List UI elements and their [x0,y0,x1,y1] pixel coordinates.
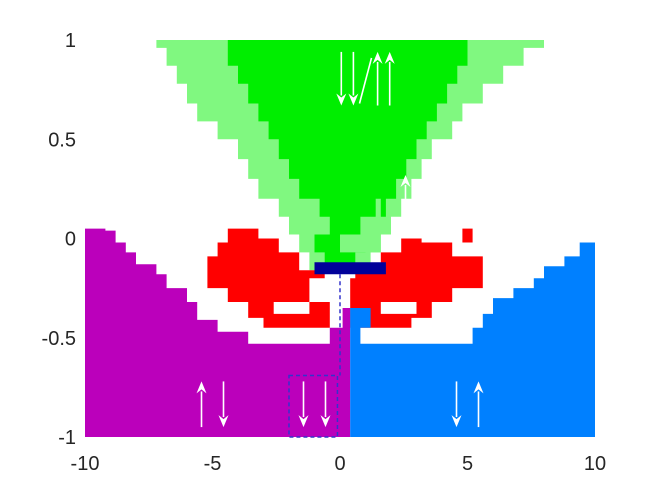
blue-region [350,242,595,437]
arrows-dashed-box [298,381,331,428]
arrow-down-icon [451,381,462,428]
white-hole-left [273,302,310,314]
arrow-up-icon [422,174,433,225]
white-hole-right [380,302,417,314]
arrow-up-icon [384,51,395,106]
arrow-up-icon [196,381,207,428]
arrows-green-top [336,51,395,106]
arrows-light-green [400,174,433,225]
arrows-layer [196,51,484,428]
arrows-blue [451,381,484,428]
light-green-notch [340,198,381,253]
arrow-down-icon [320,381,331,428]
regions-layer [85,40,595,437]
arrow-up-icon [400,174,411,225]
arrow-up-icon [372,51,383,106]
x-tick-label: -10 [71,453,100,475]
y-tick-label: -0.5 [42,328,76,350]
y-tick-label: 0 [65,229,76,251]
dark-blue-bar [314,262,386,275]
y-tick-label: 1 [65,30,76,52]
slash-mark [358,57,373,104]
arrow-down-icon [218,381,229,428]
x-tick-label: 5 [462,453,473,475]
arrow-down-icon [336,51,347,106]
x-tick-label: 0 [334,453,345,475]
arrow-down-icon [348,51,359,106]
arrow-up-icon [473,381,484,428]
red-region-right-dot [462,228,473,243]
axis-ticks: -10 -5 0 5 10 1 0.5 0 -0.5 -1 [42,30,607,475]
dashed-box [288,374,339,438]
x-tick-label: 10 [584,453,606,475]
arrow-down-icon [298,381,309,428]
purple-region [85,228,351,437]
markers-layer [288,274,341,438]
y-tick-label: 0.5 [48,129,76,151]
arrows-purple [196,381,229,428]
green-region [227,40,468,271]
y-tick-label: -1 [58,427,76,449]
x-tick-label: -5 [204,453,222,475]
